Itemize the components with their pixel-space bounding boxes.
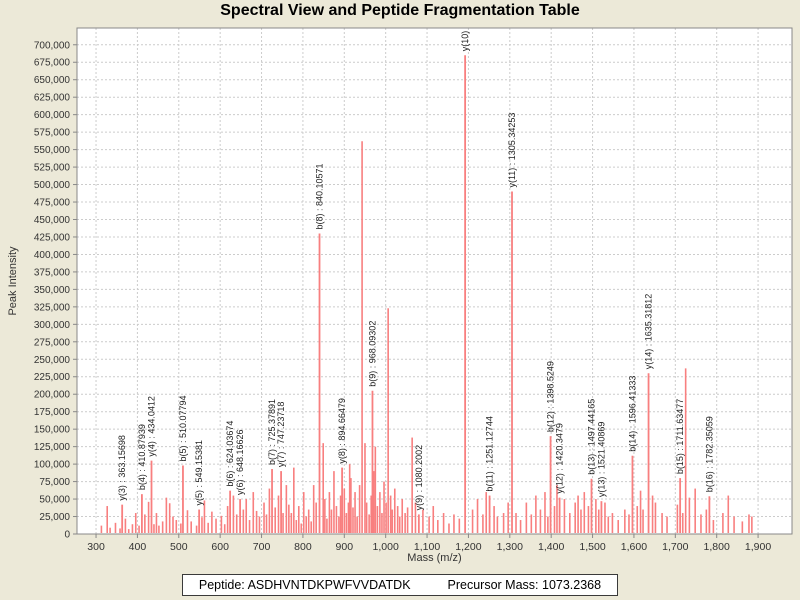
peak-label: b(6) : 624.03674 bbox=[225, 421, 235, 487]
x-tick-label: 1,200 bbox=[455, 541, 481, 553]
x-tick-label: 1,100 bbox=[414, 541, 440, 553]
y-tick-label: 400,000 bbox=[34, 250, 71, 261]
peak-label: y(8) : 894.66479 bbox=[337, 398, 347, 464]
peak-label: b(5) : 510.07794 bbox=[178, 395, 188, 461]
x-tick-label: 300 bbox=[87, 541, 105, 553]
peak-label: y(10) bbox=[460, 31, 470, 52]
precursor-mass-value: 1073.2368 bbox=[542, 578, 602, 592]
y-tick-label: 325,000 bbox=[34, 302, 71, 313]
y-tick-label: 25,000 bbox=[39, 512, 70, 523]
spectrum-chart: 0 25,000 50,000 75,000 100,000 125,000 150,000… bbox=[7, 27, 793, 564]
y-tick-label: 150,000 bbox=[34, 425, 71, 436]
x-tick-label: 1,400 bbox=[538, 541, 564, 553]
peak-label: y(9) : 1080.2002 bbox=[414, 445, 424, 511]
peak-label: b(14) : 1596.41333 bbox=[627, 376, 637, 452]
y-tick-label: 275,000 bbox=[34, 337, 71, 348]
x-tick-label: 500 bbox=[170, 541, 188, 553]
x-tick-label: 1,900 bbox=[745, 541, 771, 553]
y-tick-label: 225,000 bbox=[34, 372, 71, 383]
peak-label: y(6) : 648.16626 bbox=[235, 430, 245, 496]
peak-label: b(7) : 725.37891 bbox=[267, 399, 277, 465]
y-tick-label: 350,000 bbox=[34, 285, 71, 296]
plot-area bbox=[77, 28, 792, 534]
peptide-info-bar: Peptide: ASDHVNTDKPWFVVDATDK Precursor M… bbox=[0, 574, 800, 596]
y-tick-label: 100,000 bbox=[34, 460, 71, 471]
peak-label: y(3) : 363.15698 bbox=[117, 435, 127, 501]
y-tick-label: 250,000 bbox=[34, 355, 71, 366]
peptide-info-box: Peptide: ASDHVNTDKPWFVVDATDK Precursor M… bbox=[181, 574, 619, 596]
peak-label: b(16) : 1782.35059 bbox=[704, 416, 714, 492]
peak-label: b(8) : 840.10571 bbox=[315, 163, 325, 229]
peak-label: y(12) : 1420.3479 bbox=[555, 423, 565, 494]
peak-label: b(4) : 410.87939 bbox=[137, 424, 147, 490]
y-tick-label: 475,000 bbox=[34, 198, 71, 209]
y-tick-label: 200,000 bbox=[34, 390, 71, 401]
y-tick-label: 550,000 bbox=[34, 145, 71, 156]
plot-border bbox=[76, 27, 793, 535]
x-tick-label: 1,600 bbox=[621, 541, 647, 553]
peak-label: b(13) : 1497.44165 bbox=[587, 399, 597, 475]
peak-label: b(11) : 1251.12744 bbox=[485, 416, 495, 491]
x-tick-label: 700 bbox=[253, 541, 271, 553]
x-tick-label: 800 bbox=[294, 541, 312, 553]
x-tick-label: 900 bbox=[336, 541, 354, 553]
x-tick-label: 1,800 bbox=[704, 541, 730, 553]
peak-label: y(14) : 1635.31812 bbox=[644, 294, 654, 370]
y-tick-label: 50,000 bbox=[39, 495, 70, 506]
y-tick-label: 375,000 bbox=[34, 267, 71, 278]
peak-label: y(5) : 549.15381 bbox=[194, 440, 204, 506]
y-tick-label: 75,000 bbox=[39, 477, 70, 488]
y-tick-label: 625,000 bbox=[34, 93, 71, 104]
y-tick-label: 175,000 bbox=[34, 407, 71, 418]
y-tick-label: 125,000 bbox=[34, 442, 71, 453]
x-tick-label: 1,700 bbox=[662, 541, 688, 553]
x-tick-label: 400 bbox=[129, 541, 147, 553]
y-tick-label: 675,000 bbox=[34, 58, 71, 69]
peak-label: b(12) : 1398.5249 bbox=[546, 361, 556, 432]
peptide-label: Peptide: bbox=[198, 578, 245, 592]
y-tick-label: 0 bbox=[64, 530, 70, 541]
peak-label: b(15) : 1711.63477 bbox=[675, 399, 685, 474]
chart-title: Spectral View and Peptide Fragmentation … bbox=[220, 2, 580, 19]
peptide-value: ASDHVNTDKPWFVVDATDK bbox=[247, 578, 411, 592]
x-tick-label: 1,000 bbox=[373, 541, 399, 553]
y-tick-label: 525,000 bbox=[34, 163, 71, 174]
x-tick-label: 600 bbox=[211, 541, 229, 553]
peak-label: b(9) : 968.09302 bbox=[367, 321, 377, 387]
x-tick-label: 1,500 bbox=[579, 541, 605, 553]
x-tick-label: 1,300 bbox=[497, 541, 523, 553]
y-tick-label: 575,000 bbox=[34, 128, 71, 139]
x-axis-title: Mass (m/z) bbox=[407, 552, 461, 564]
y-axis-title: Peak Intensity bbox=[7, 246, 19, 316]
peak-label: y(11) : 1305.34253 bbox=[507, 113, 517, 188]
y-tick-label: 450,000 bbox=[34, 215, 71, 226]
y-tick-label: 425,000 bbox=[34, 232, 71, 243]
peak-label: y(4) : 434.0412 bbox=[146, 396, 156, 457]
peak-label: y(7) : 747.23718 bbox=[276, 402, 286, 468]
precursor-mass-label: Precursor Mass: bbox=[447, 578, 539, 592]
y-tick-label: 300,000 bbox=[34, 320, 71, 331]
peak-label: y(13) : 1521.40869 bbox=[596, 422, 606, 498]
y-tick-label: 600,000 bbox=[34, 110, 71, 121]
y-tick-label: 650,000 bbox=[34, 75, 71, 86]
y-tick-label: 700,000 bbox=[34, 40, 71, 51]
y-tick-label: 500,000 bbox=[34, 180, 71, 191]
